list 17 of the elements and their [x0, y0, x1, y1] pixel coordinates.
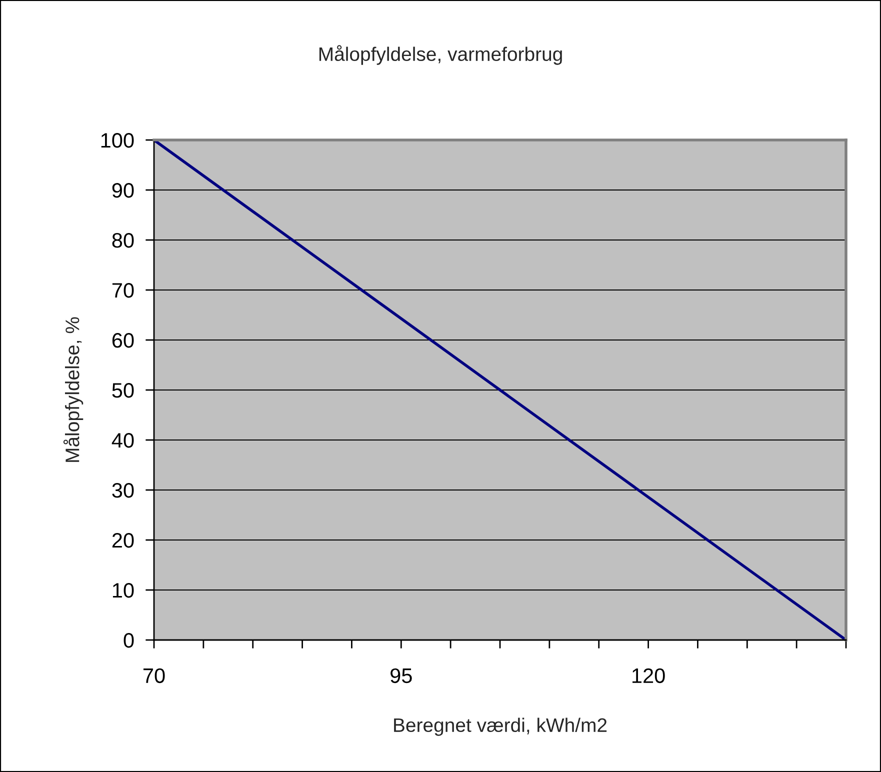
x-tick-label: 95 [390, 668, 412, 684]
y-tick-label: 0 [124, 633, 134, 648]
y-tick-label: 80 [112, 233, 134, 248]
x-axis-title: Beregnet værdi, kWh/m2 [394, 718, 607, 736]
y-tick-label: 30 [112, 483, 134, 498]
y-axis-title: Målopfyldelse, % [63, 317, 84, 462]
y-tick-label: 90 [112, 183, 134, 198]
y-tick-label: 40 [112, 433, 134, 448]
x-tick-label: 120 [632, 668, 665, 684]
y-tick-label: 60 [112, 333, 134, 348]
y-tick-label: 50 [112, 383, 134, 398]
y-tick-label: 70 [112, 283, 134, 298]
chart-title: Målopfyldelse, varmeforbrug [319, 45, 562, 65]
x-tick-label: 70 [143, 668, 165, 684]
y-tick-label: 10 [112, 583, 134, 598]
y-tick-label: 100 [101, 133, 134, 148]
y-tick-label: 20 [112, 533, 134, 548]
